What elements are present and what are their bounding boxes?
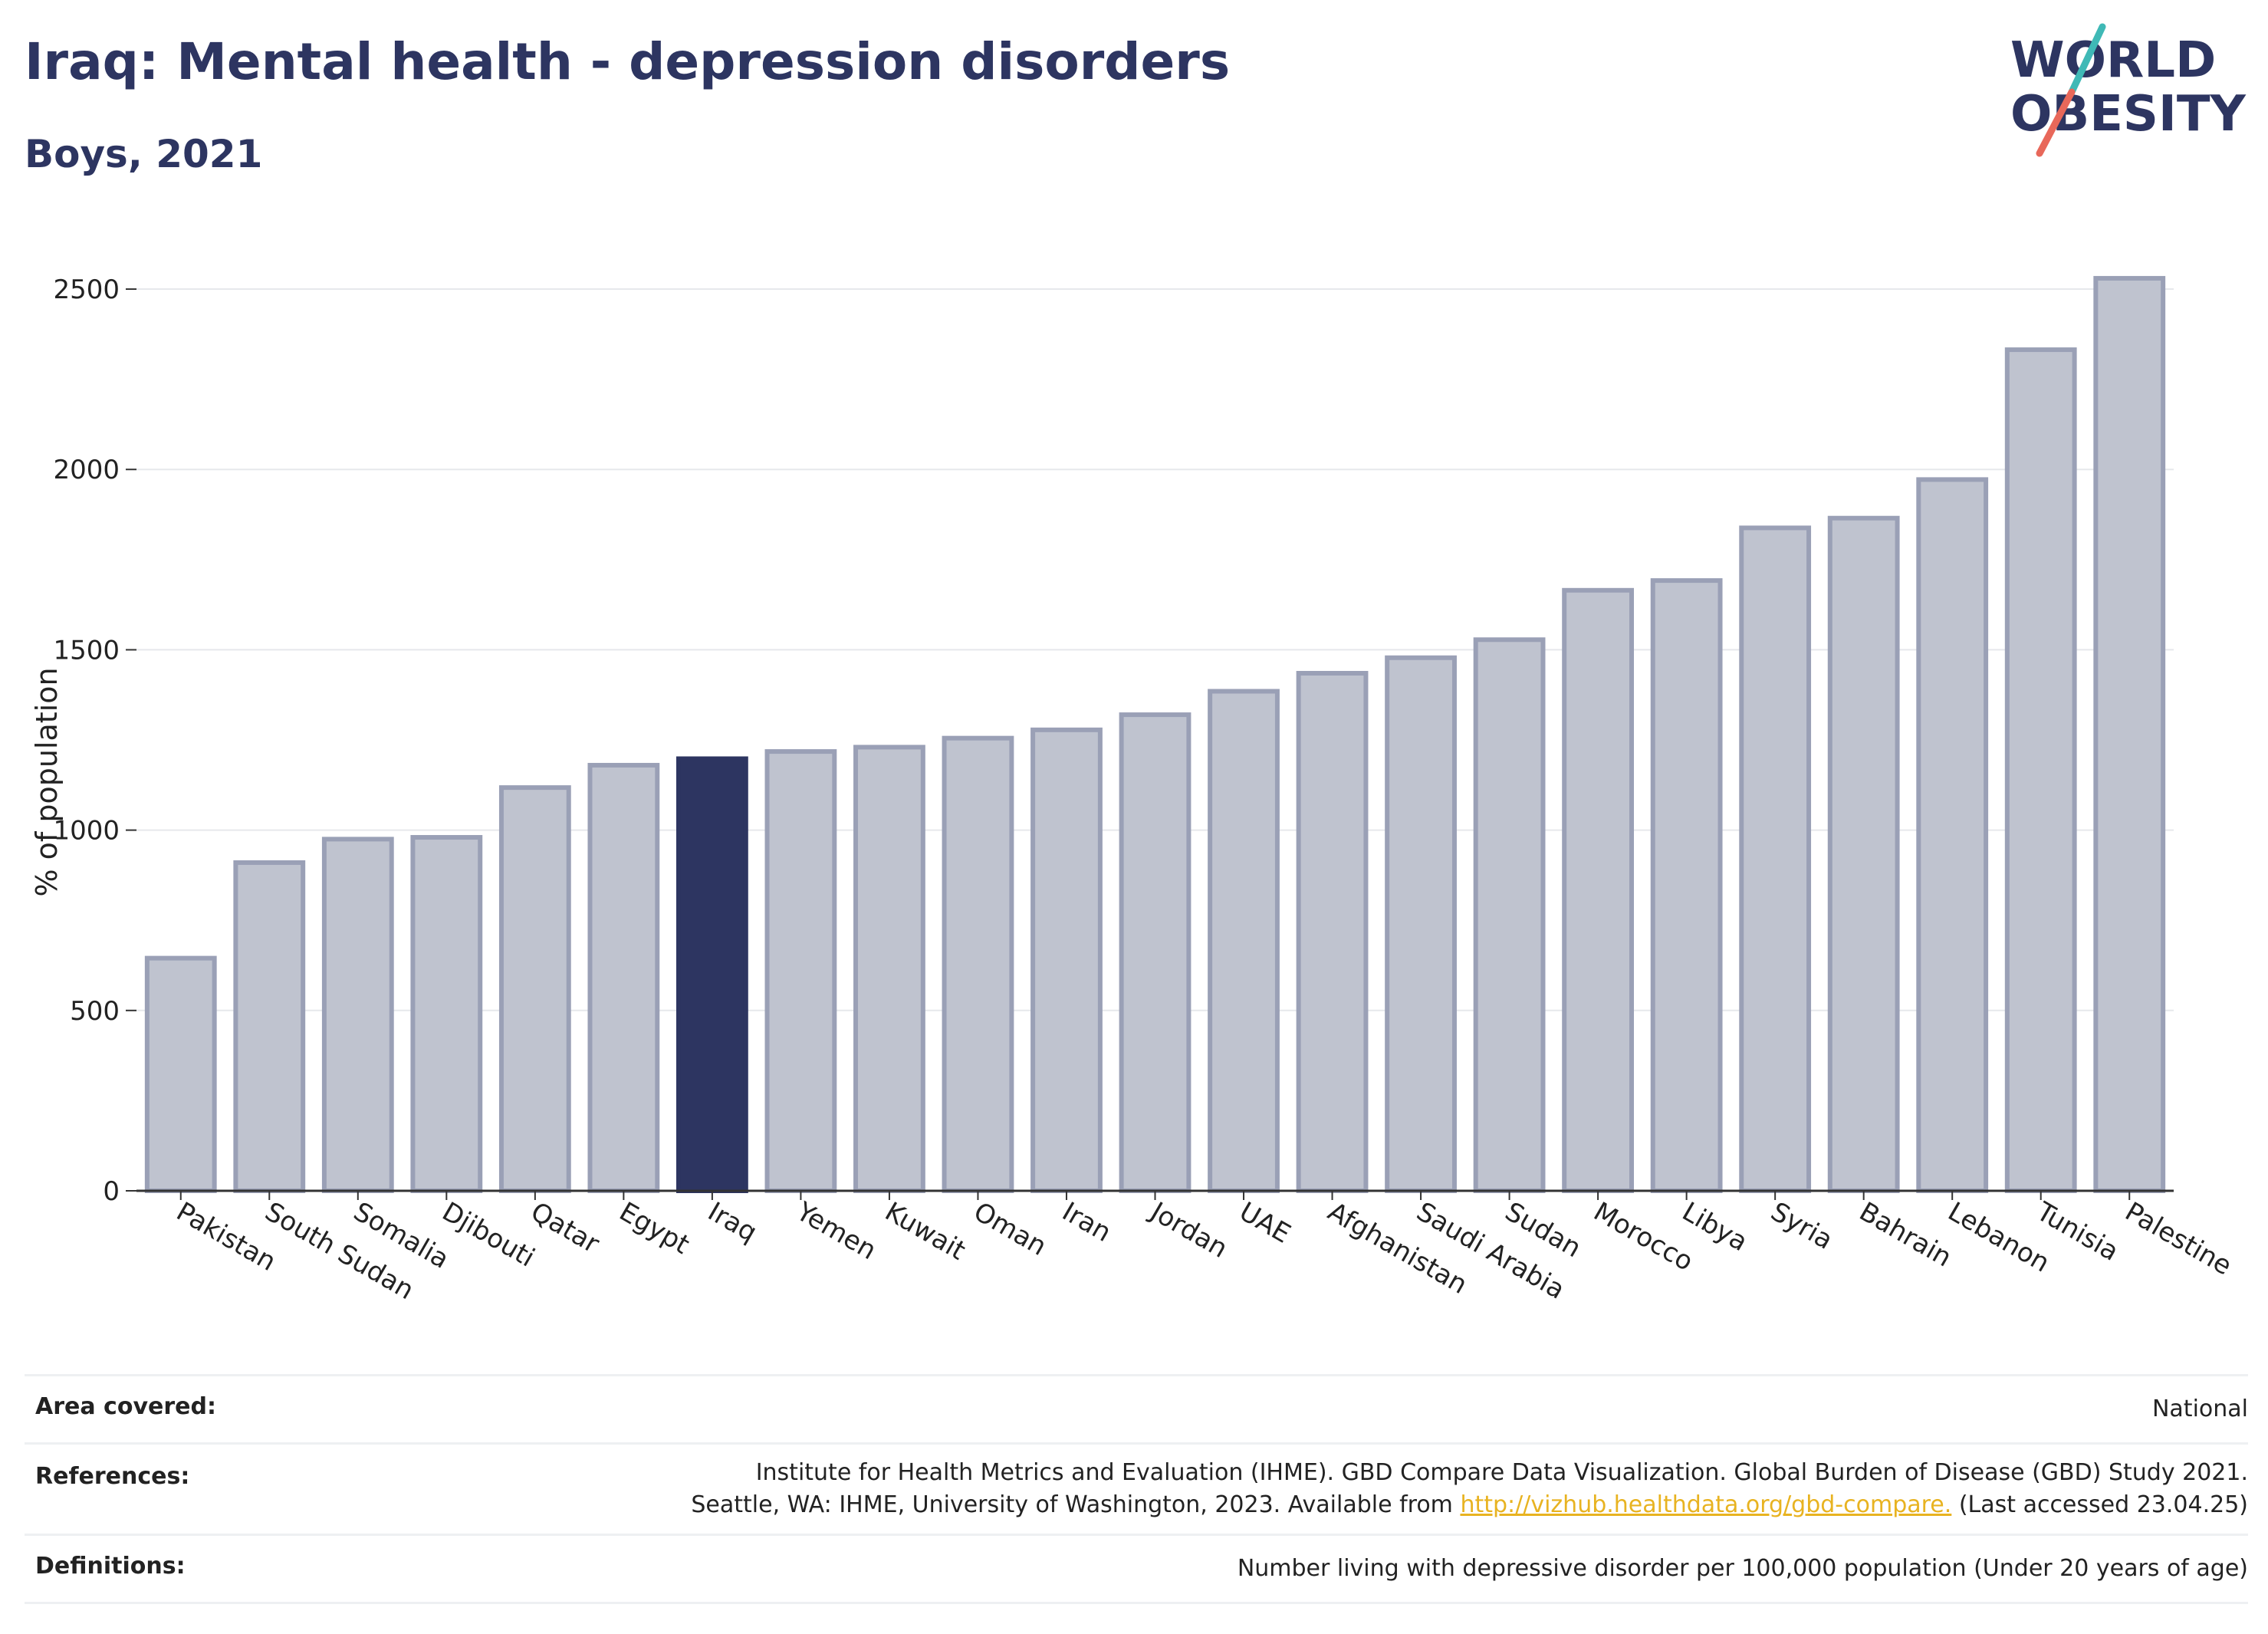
- info-table: Area covered: National References: Insti…: [25, 1374, 2248, 1604]
- x-tick-label: Oman: [968, 1196, 1052, 1262]
- y-tick-label: 2000: [53, 455, 120, 485]
- bar-jordan: [1119, 712, 1192, 1193]
- bar-tunisia: [2004, 347, 2077, 1193]
- x-tick-label: Saudi Arabia: [1412, 1196, 1570, 1306]
- bar-morocco: [1562, 587, 1635, 1193]
- y-tick-label: 500: [70, 996, 120, 1027]
- bar-oman: [942, 735, 1014, 1193]
- x-tick-label: Jordan: [1144, 1195, 1232, 1264]
- bar-somalia: [321, 837, 394, 1193]
- bar-saudi-arabia: [1385, 655, 1457, 1193]
- bar-iraq: [675, 756, 748, 1193]
- x-tick-label: Morocco: [1589, 1196, 1698, 1277]
- bar-syria: [1739, 525, 1812, 1193]
- x-tick-label: South Sudan: [260, 1196, 419, 1306]
- references-link[interactable]: http://vizhub.healthdata.org/gbd-compare…: [1460, 1491, 1952, 1518]
- bar-libya: [1650, 578, 1723, 1193]
- y-axis-label: % of population: [30, 667, 64, 896]
- bar-lebanon: [1916, 477, 1989, 1193]
- references-value: Institute for Health Metrics and Evaluat…: [691, 1457, 2248, 1521]
- chart-title: Iraq: Mental health - depression disorde…: [25, 32, 1231, 91]
- bar-pakistan: [144, 955, 217, 1193]
- x-tick-label: Iran: [1057, 1196, 1116, 1248]
- x-tick-label: Syria: [1766, 1196, 1838, 1256]
- bar-djibouti: [410, 835, 483, 1193]
- bar-iran: [1030, 727, 1103, 1193]
- x-tick-label: Kuwait: [879, 1196, 970, 1266]
- area-covered-label: Area covered:: [35, 1393, 216, 1420]
- bar-kuwait: [853, 745, 925, 1193]
- references-label: References:: [35, 1463, 190, 1490]
- references-row: References: Institute for Health Metrics…: [25, 1442, 2248, 1534]
- y-axis-ticks: 0 500 1000 1500 2000 2500: [53, 275, 136, 1207]
- area-covered-row: Area covered: National: [25, 1374, 2248, 1442]
- definitions-value: Number living with depressive disorder p…: [1237, 1555, 2248, 1582]
- definitions-row: Definitions: Number living with depressi…: [25, 1534, 2248, 1604]
- y-tick-label: 2500: [53, 275, 120, 305]
- references-line-2-end: (Last accessed 23.04.25): [1951, 1491, 2248, 1518]
- references-line-2-start: Seattle, WA: IHME, University of Washing…: [691, 1491, 1461, 1518]
- x-tick-label: Yemen: [791, 1196, 882, 1267]
- logo-slash-bottom: [2036, 88, 2076, 157]
- definitions-label: Definitions:: [35, 1553, 186, 1580]
- bar-uae: [1208, 689, 1280, 1193]
- x-tick-label: UAE: [1234, 1196, 1296, 1249]
- references-line-2: Seattle, WA: IHME, University of Washing…: [691, 1489, 2248, 1521]
- bar-yemen: [764, 749, 837, 1193]
- bar-afghanistan: [1296, 670, 1369, 1193]
- references-line-1: Institute for Health Metrics and Evaluat…: [755, 1459, 2248, 1486]
- bar-palestine: [2093, 275, 2166, 1194]
- y-tick-label: 1000: [53, 816, 120, 847]
- bars: [144, 275, 2166, 1194]
- bar-qatar: [498, 785, 571, 1193]
- x-tick-label: Palestine: [2120, 1196, 2237, 1281]
- bar-sudan: [1473, 637, 1546, 1193]
- y-tick-label: 1500: [53, 635, 120, 666]
- world-obesity-logo: WORLD OBESITY: [2010, 23, 2246, 157]
- x-tick-label: Bahrain: [1854, 1196, 1957, 1273]
- logo-slash-top: [2068, 23, 2106, 96]
- bar-south-sudan: [233, 860, 306, 1193]
- bar-bahrain: [1827, 515, 1900, 1193]
- logo-word-world: WORLD: [2010, 32, 2216, 89]
- bar-egypt: [587, 762, 660, 1193]
- x-tick-label: Pakistan: [171, 1196, 281, 1277]
- x-tick-label: Lebanon: [1943, 1196, 2055, 1278]
- area-covered-value: National: [2151, 1396, 2248, 1422]
- x-tick-label: Iraq: [702, 1196, 762, 1248]
- x-tick-label: Djibouti: [437, 1196, 540, 1274]
- chart-subtitle: Boys, 2021: [25, 132, 263, 176]
- y-tick-label: 0: [103, 1176, 120, 1207]
- x-tick-label: Egypt: [614, 1196, 695, 1261]
